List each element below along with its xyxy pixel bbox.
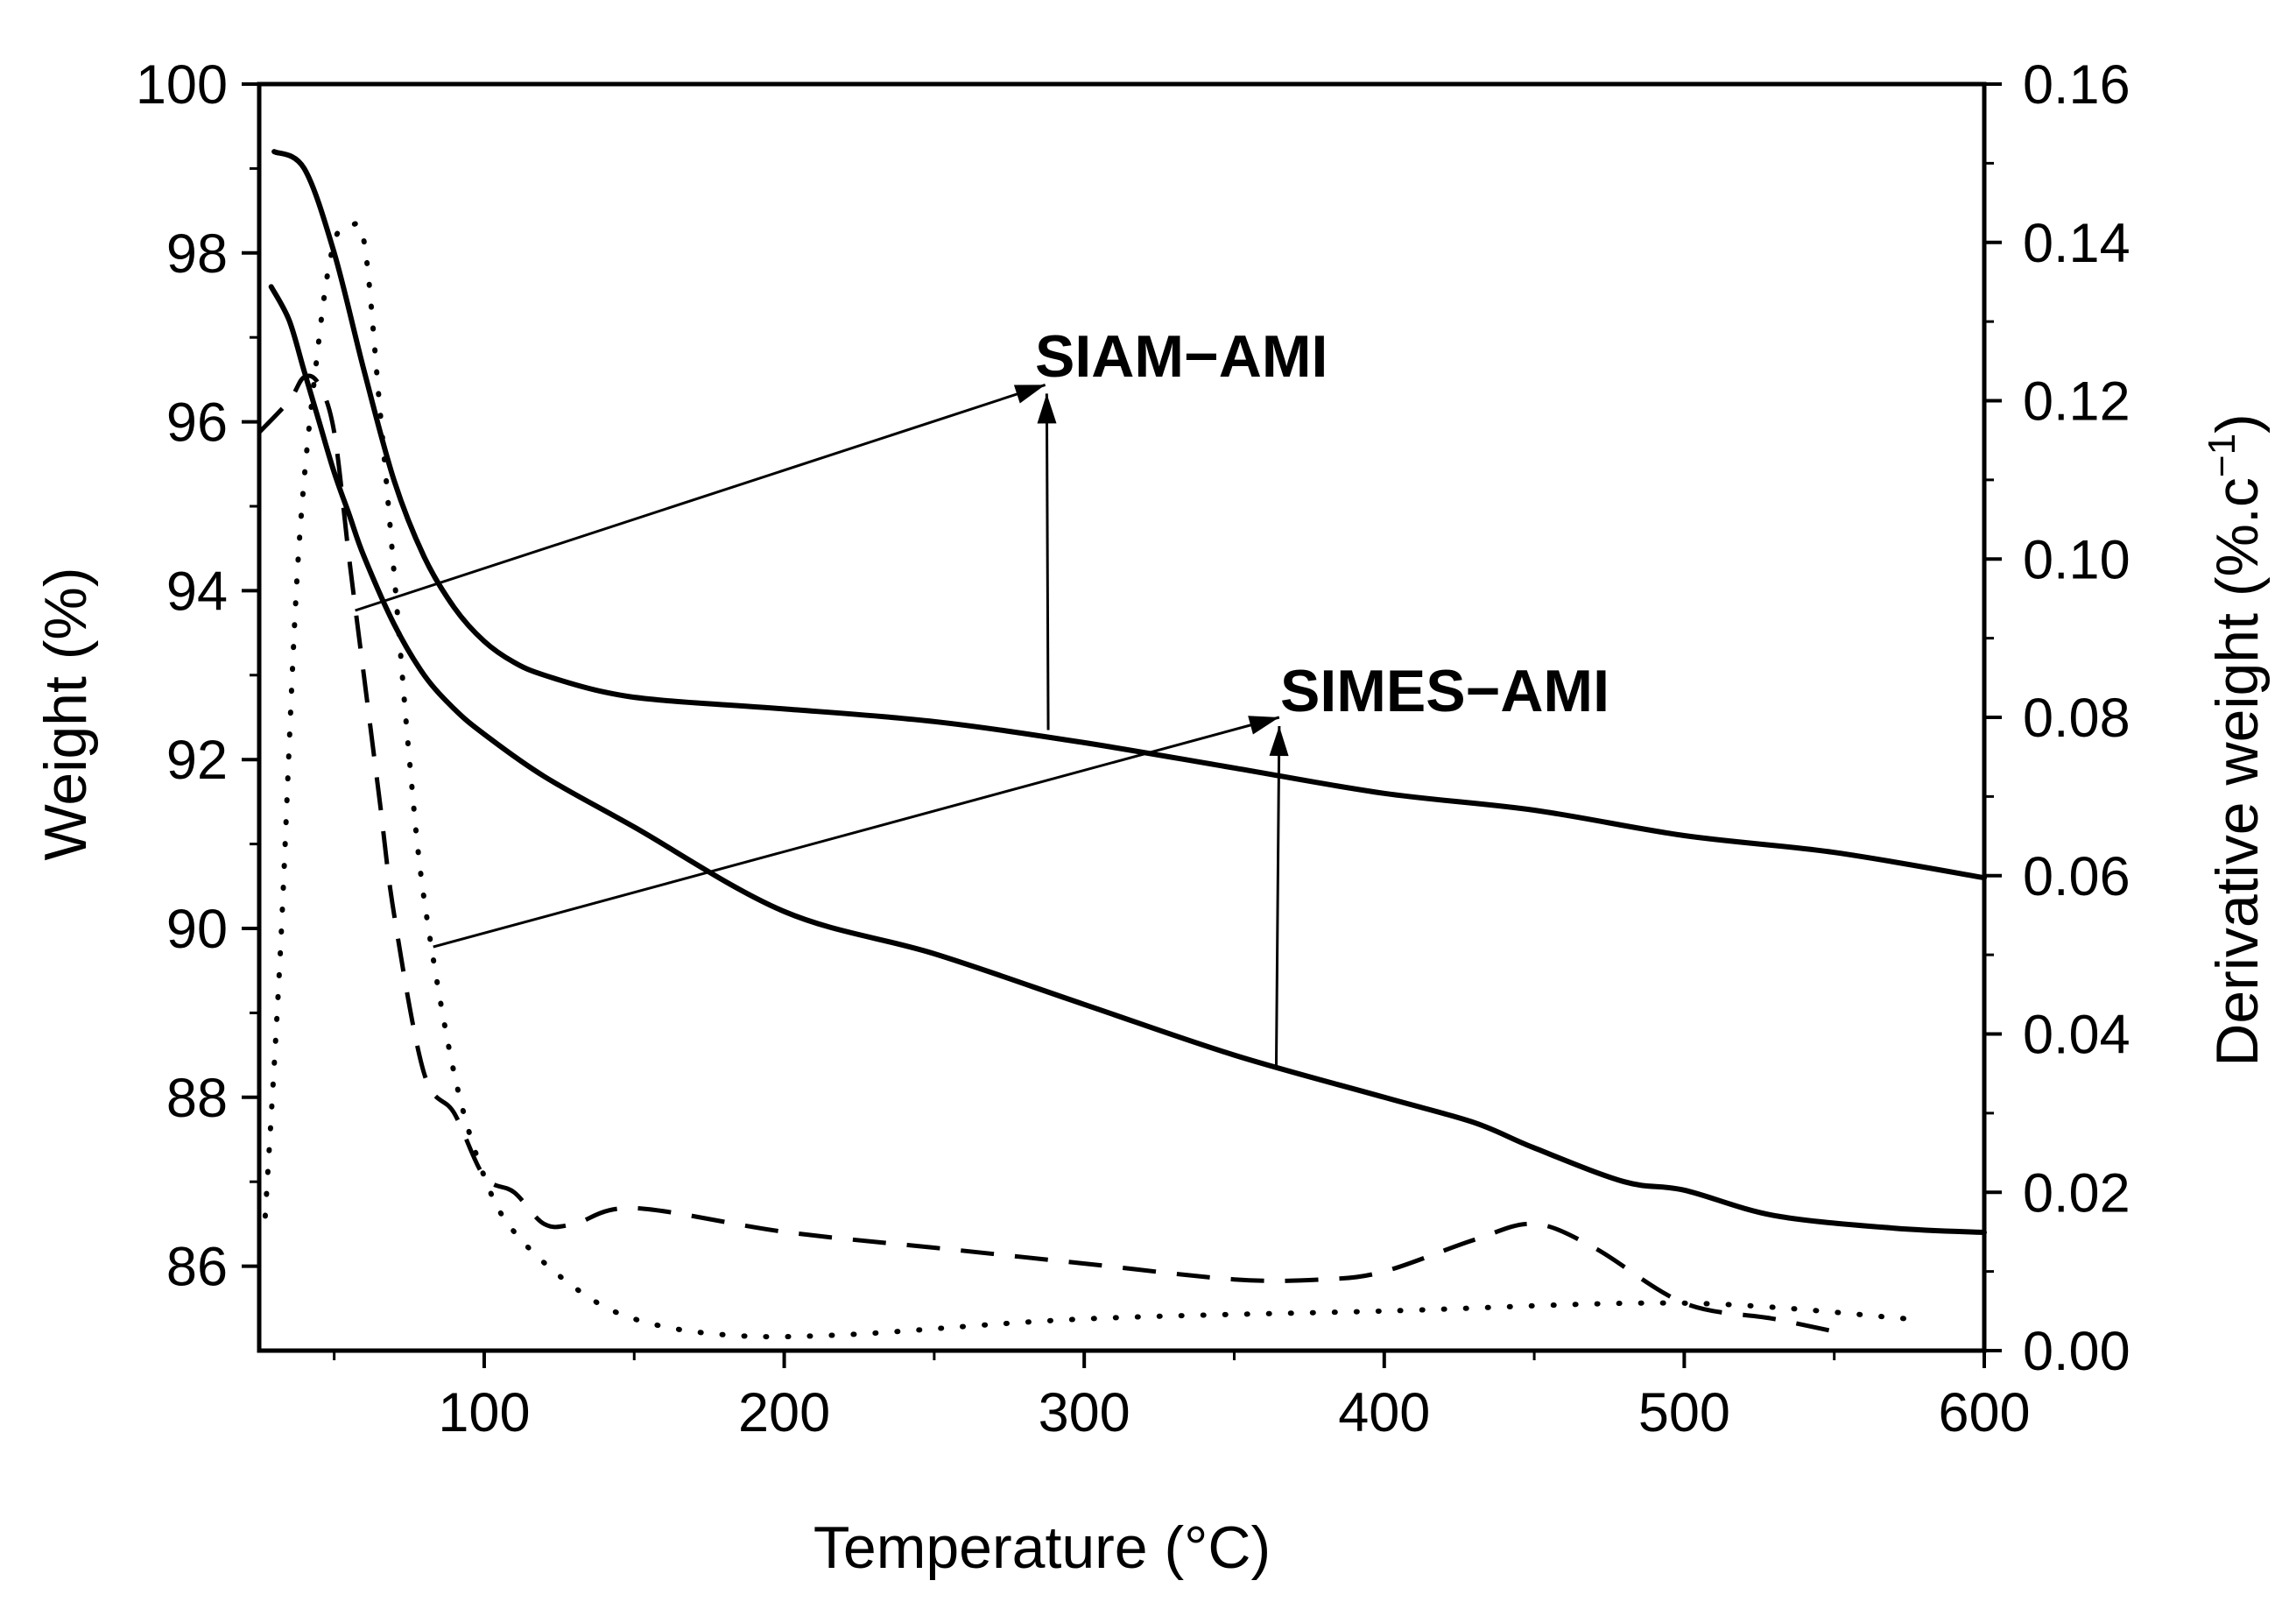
- y-right-tick-label: 0.02: [2023, 1162, 2130, 1224]
- y-right-tick-label: 0.12: [2023, 371, 2130, 433]
- y-left-tick-label: 98: [166, 223, 228, 285]
- y-right-tick-label: 0.00: [2023, 1321, 2130, 1382]
- annotation-arrow-simes-diagonal: [433, 716, 1280, 949]
- y-left-tick-label: 100: [136, 54, 228, 116]
- y-right-tick-label: 0.06: [2023, 846, 2130, 907]
- annotation-label-siam: SIAM−AMI: [1035, 323, 1328, 390]
- annotation-arrow-simes-vertical-head: [1269, 726, 1289, 757]
- x-tick-label: 200: [738, 1382, 830, 1443]
- series-line-2: [268, 284, 1987, 1235]
- annotation-arrow-siam-diagonal: [355, 383, 1046, 612]
- y-right-tick-label: 0.14: [2023, 213, 2130, 274]
- y-left-tick-label: 88: [166, 1068, 228, 1129]
- x-axis: 100 200 300 400 500 600: [333, 1351, 2031, 1443]
- y-right-tick-label: 0.16: [2023, 54, 2130, 116]
- series-line-1: [271, 149, 1987, 881]
- x-tick-label: 500: [1638, 1382, 1730, 1443]
- y-right-axis-title-main: Derivative weight (%.c: [2204, 477, 2271, 1067]
- series-layer: [257, 149, 1987, 1340]
- x-tick-label: 400: [1338, 1382, 1430, 1443]
- series-line-3: [262, 221, 1912, 1340]
- series-line-4: [257, 373, 1850, 1337]
- y-right-axis-title-sup: −1: [2201, 434, 2243, 477]
- y-right-tick-label: 0.04: [2023, 1005, 2130, 1066]
- y-left-tick-label: 94: [166, 561, 228, 622]
- x-tick-label: 300: [1039, 1382, 1130, 1443]
- y-right-axis-title: Derivative weight (%.c−1): [2201, 413, 2271, 1067]
- y-axis-right: 0.00 0.02 0.04 0.06 0.08 0.10 0.12 0.14 0.16: [1984, 54, 2130, 1382]
- y-left-axis-title: Weight (%): [32, 567, 99, 860]
- y-right-axis-title-close: ): [2204, 413, 2271, 434]
- annotation-layer: [355, 383, 1289, 1069]
- annotation-arrow-simes-vertical: [1274, 725, 1281, 1069]
- y-left-tick-label: 90: [166, 899, 228, 960]
- y-left-tick-label: 96: [166, 392, 228, 454]
- x-tick-label: 600: [1938, 1382, 2030, 1443]
- annotation-arrow-siam-diagonal-head: [1013, 385, 1046, 404]
- x-axis-title: Temperature (°C): [813, 1514, 1271, 1581]
- annotation-arrow-simes-diagonal-head: [1248, 716, 1279, 735]
- y-left-tick-label: 86: [166, 1237, 228, 1298]
- x-tick-label: 100: [438, 1382, 530, 1443]
- annotation-label-simes: SIMES−AMI: [1280, 658, 1609, 724]
- y-right-tick-label: 0.08: [2023, 688, 2130, 749]
- y-axis-left: 86 88 90 92 94 96 98 100: [136, 54, 259, 1298]
- y-left-tick-label: 92: [166, 730, 228, 791]
- y-right-tick-label: 0.10: [2023, 529, 2130, 590]
- annotation-arrow-siam-vertical-head: [1037, 393, 1057, 424]
- annotation-arrow-siam-vertical: [1045, 393, 1050, 730]
